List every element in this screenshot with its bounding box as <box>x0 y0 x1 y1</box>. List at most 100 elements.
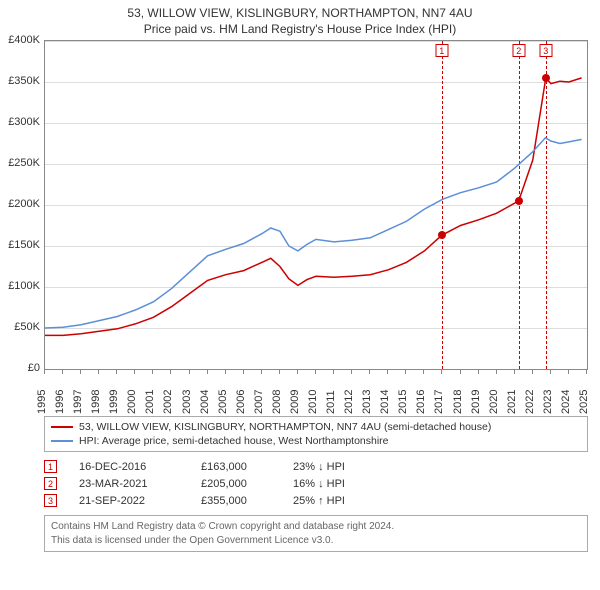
x-axis-label: 2007 <box>253 390 265 414</box>
x-axis-tick <box>116 370 117 374</box>
x-axis-tick <box>315 370 316 374</box>
x-axis-label: 2022 <box>524 390 536 414</box>
sale-row: 321-SEP-2022£355,00025% ↑ HPI <box>44 492 588 509</box>
chart-subtitle: Price paid vs. HM Land Registry's House … <box>0 20 600 40</box>
x-axis-tick <box>243 370 244 374</box>
x-axis-tick <box>496 370 497 374</box>
x-axis-tick <box>568 370 569 374</box>
sale-badge: 3 <box>44 494 57 507</box>
x-axis-tick <box>207 370 208 374</box>
x-axis-label: 2002 <box>162 390 174 414</box>
x-axis-tick <box>189 370 190 374</box>
x-axis-label: 2020 <box>488 390 500 414</box>
x-axis-label: 1998 <box>90 390 102 414</box>
sale-badge: 2 <box>44 477 57 490</box>
attribution-footer: Contains HM Land Registry data © Crown c… <box>44 515 588 552</box>
x-axis-label: 2016 <box>415 390 427 414</box>
sale-marker <box>515 197 523 205</box>
sale-price: £205,000 <box>201 478 271 490</box>
y-axis-label: £350K <box>0 75 40 87</box>
sale-date: 21-SEP-2022 <box>79 495 179 507</box>
x-axis-tick <box>478 370 479 374</box>
x-axis-tick <box>460 370 461 374</box>
legend-swatch <box>51 440 73 442</box>
legend-label: 53, WILLOW VIEW, KISLINGBURY, NORTHAMPTO… <box>79 421 491 433</box>
x-axis-label: 2004 <box>199 390 211 414</box>
sale-badge: 1 <box>44 460 57 473</box>
y-axis-label: £50K <box>0 321 40 333</box>
x-axis-label: 2021 <box>506 390 518 414</box>
x-axis-label: 2023 <box>542 390 554 414</box>
x-axis-label: 1995 <box>36 390 48 414</box>
sale-marker <box>438 231 446 239</box>
chart-container: 53, WILLOW VIEW, KISLINGBURY, NORTHAMPTO… <box>0 0 600 590</box>
x-axis-label: 2011 <box>325 390 337 414</box>
x-axis-label: 2013 <box>361 390 373 414</box>
x-axis-tick <box>170 370 171 374</box>
x-axis-label: 2010 <box>307 390 319 414</box>
y-axis-label: £400K <box>0 34 40 46</box>
sale-hpi-diff: 16% ↓ HPI <box>293 478 345 490</box>
sale-marker <box>542 74 550 82</box>
sale-hpi-diff: 23% ↓ HPI <box>293 461 345 473</box>
sale-price: £355,000 <box>201 495 271 507</box>
plot-region: 123 <box>44 40 588 370</box>
y-axis-label: £150K <box>0 239 40 251</box>
x-axis-label: 2000 <box>126 390 138 414</box>
sale-row: 1 16-DEC-2016 £163,000 23% ↓ HPI <box>44 458 588 475</box>
x-axis-label: 2025 <box>578 390 590 414</box>
x-axis-tick <box>351 370 352 374</box>
x-axis-tick <box>80 370 81 374</box>
y-axis-label: £250K <box>0 157 40 169</box>
x-axis-label: 1996 <box>54 390 66 414</box>
x-axis-label: 2012 <box>343 390 355 414</box>
footer-line-1: Contains HM Land Registry data © Crown c… <box>51 520 581 534</box>
line-series <box>45 41 587 369</box>
x-axis-tick <box>387 370 388 374</box>
chart-title: 53, WILLOW VIEW, KISLINGBURY, NORTHAMPTO… <box>0 0 600 20</box>
footer-line-2: This data is licensed under the Open Gov… <box>51 534 581 548</box>
sale-price: £163,000 <box>201 461 271 473</box>
x-axis-label: 2019 <box>470 390 482 414</box>
x-axis-tick <box>62 370 63 374</box>
x-axis-tick <box>134 370 135 374</box>
x-axis-label: 2008 <box>271 390 283 414</box>
sale-date: 16-DEC-2016 <box>79 461 179 473</box>
x-axis-tick <box>44 370 45 374</box>
x-axis-tick <box>423 370 424 374</box>
x-axis-label: 2003 <box>181 390 193 414</box>
x-axis-label: 1997 <box>72 390 84 414</box>
sale-row: 2 23-MAR-2021 £205,000 16% ↓ HPI <box>44 475 588 492</box>
sale-date: 23-MAR-2021 <box>79 478 179 490</box>
x-axis-tick <box>369 370 370 374</box>
legend-box: 53, WILLOW VIEW, KISLINGBURY, NORTHAMPTO… <box>44 416 588 452</box>
legend-swatch <box>51 426 73 428</box>
legend-row: 53, WILLOW VIEW, KISLINGBURY, NORTHAMPTO… <box>51 420 581 434</box>
x-axis-tick <box>261 370 262 374</box>
x-axis-tick <box>586 370 587 374</box>
x-axis-label: 2006 <box>235 390 247 414</box>
x-axis-label: 2015 <box>397 390 409 414</box>
y-axis-label: £300K <box>0 116 40 128</box>
y-axis-label: £200K <box>0 198 40 210</box>
series-line-property <box>45 78 582 336</box>
x-axis-tick <box>279 370 280 374</box>
x-axis-label: 2001 <box>144 390 156 414</box>
sales-table: 1 16-DEC-2016 £163,000 23% ↓ HPI 2 23-MAR-202… <box>44 458 588 509</box>
x-axis-label: 2005 <box>217 390 229 414</box>
x-axis-tick <box>532 370 533 374</box>
series-line-hpi <box>45 138 582 328</box>
x-axis-label: 2024 <box>560 390 572 414</box>
x-axis-tick <box>225 370 226 374</box>
x-axis-tick <box>333 370 334 374</box>
x-axis-label: 1999 <box>108 390 120 414</box>
x-axis-tick <box>98 370 99 374</box>
x-axis-tick <box>152 370 153 374</box>
x-axis-tick <box>405 370 406 374</box>
legend-row: HPI: Average price, semi-detached house,… <box>51 434 581 448</box>
y-axis-label: £100K <box>0 280 40 292</box>
chart-area: 123 £0£50K£100K£150K£200K£250K£300K£350K… <box>44 40 588 410</box>
x-axis-tick <box>550 370 551 374</box>
x-axis-tick <box>441 370 442 374</box>
y-axis-label: £0 <box>0 362 40 374</box>
